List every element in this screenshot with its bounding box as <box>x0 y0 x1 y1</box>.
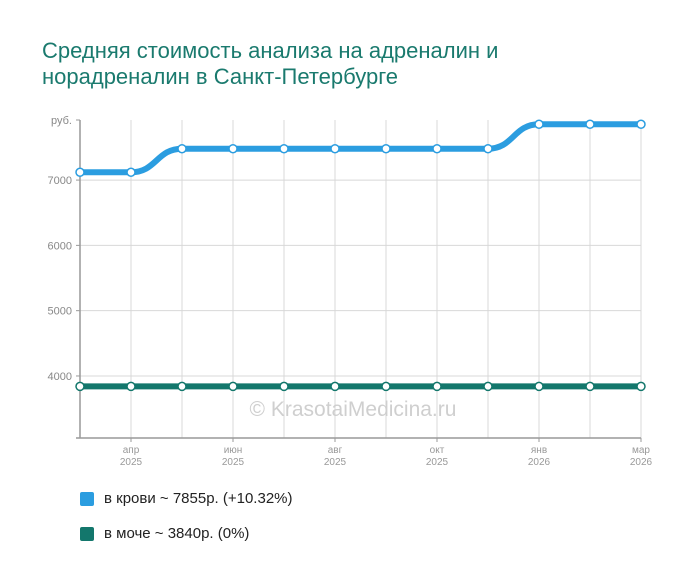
x-tick-year: 2026 <box>528 457 551 468</box>
data-point-1 <box>483 381 493 392</box>
data-point-0 <box>585 119 595 129</box>
data-point-0 <box>177 143 187 154</box>
data-point-0 <box>75 167 85 177</box>
data-point-0 <box>228 143 238 154</box>
data-point-0 <box>381 143 391 154</box>
y-tick-label: 6000 <box>48 240 72 252</box>
data-point-1 <box>534 381 544 392</box>
data-point-1 <box>75 381 85 392</box>
x-tick-month: мар <box>632 445 650 456</box>
legend-item-urine[interactable]: в моче ~ 3840р. (0%) <box>80 525 249 542</box>
data-point-1 <box>636 381 646 392</box>
legend-label-blood: в крови ~ 7855р. (+10.32%) <box>104 490 293 507</box>
data-point-0 <box>636 119 646 129</box>
data-point-1 <box>228 381 238 392</box>
x-tick-year: 2025 <box>222 457 245 468</box>
data-point-1 <box>126 381 136 392</box>
legend-label-urine: в моче ~ 3840р. (0%) <box>104 525 250 542</box>
y-tick-label: 4000 <box>48 371 72 383</box>
x-tick-year: 2025 <box>120 457 143 468</box>
data-point-1 <box>585 381 595 392</box>
data-point-0 <box>432 143 442 154</box>
data-point-1 <box>177 381 187 392</box>
y-tick-label: 7000 <box>48 175 72 187</box>
data-point-0 <box>483 143 493 154</box>
legend-swatch-blood <box>80 491 94 506</box>
data-point-1 <box>279 381 289 392</box>
watermark: © KrasotaiMedicina.ru <box>250 398 457 421</box>
data-point-0 <box>330 143 340 154</box>
x-tick-year: 2025 <box>324 457 347 468</box>
data-point-1 <box>381 381 391 392</box>
x-tick-month: апр <box>123 445 140 456</box>
legend-swatch-urine <box>80 526 94 541</box>
x-tick-month: июн <box>224 445 243 456</box>
data-point-1 <box>330 381 340 392</box>
data-point-1 <box>432 381 442 392</box>
series-line-0 <box>77 121 644 176</box>
chart-title: Средняя стоимость анализа на адреналин и… <box>42 38 499 89</box>
legend-item-blood[interactable]: в крови ~ 7855р. (+10.32%) <box>80 490 293 507</box>
x-tick-year: 2025 <box>426 457 449 468</box>
data-point-0 <box>279 143 289 154</box>
y-tick-label: 5000 <box>48 306 72 318</box>
data-point-0 <box>126 167 136 177</box>
x-tick-month: окт <box>430 445 445 456</box>
x-tick-year: 2026 <box>630 457 653 468</box>
x-tick-month: авг <box>328 445 343 456</box>
y-axis-unit: руб. <box>51 115 72 127</box>
x-tick-month: янв <box>531 445 547 456</box>
data-point-0 <box>534 119 544 129</box>
